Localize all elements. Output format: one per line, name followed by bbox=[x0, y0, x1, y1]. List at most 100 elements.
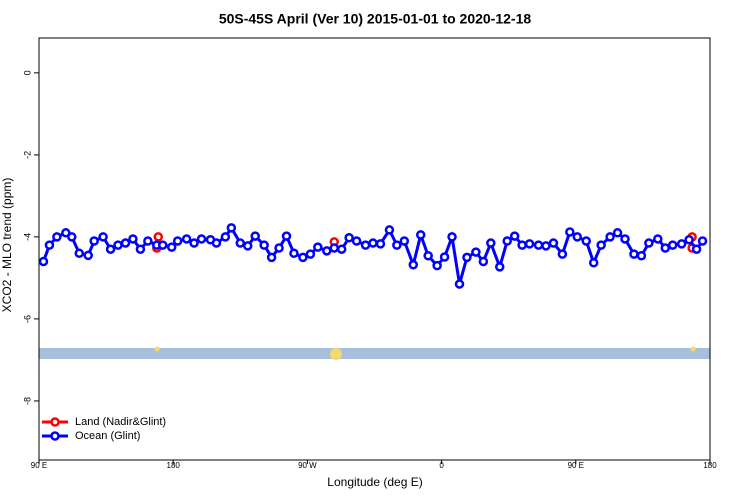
y-tick-label: -2 bbox=[22, 151, 32, 159]
plot-frame bbox=[38, 37, 711, 461]
data-point bbox=[166, 242, 177, 252]
data-point bbox=[524, 239, 535, 249]
data-point bbox=[660, 243, 671, 253]
data-point bbox=[243, 241, 253, 251]
data-point bbox=[322, 246, 332, 256]
y-tick-label: -4 bbox=[22, 233, 32, 241]
data-point bbox=[644, 238, 654, 248]
data-point bbox=[189, 238, 199, 248]
data-point bbox=[533, 240, 544, 250]
data-point bbox=[313, 242, 323, 252]
data-point bbox=[629, 249, 639, 259]
data-point bbox=[38, 256, 49, 267]
data-point bbox=[196, 234, 207, 244]
data-point bbox=[250, 231, 260, 241]
data-point bbox=[158, 240, 168, 250]
data-point bbox=[384, 225, 395, 235]
data-point bbox=[289, 248, 299, 259]
data-point bbox=[67, 232, 77, 242]
data-point bbox=[502, 236, 512, 246]
data-point bbox=[636, 251, 647, 261]
data-point bbox=[336, 244, 347, 254]
x-axis-label: Longitude (deg E) bbox=[327, 475, 422, 489]
legend-marker bbox=[50, 417, 60, 427]
data-point bbox=[143, 236, 153, 246]
data-point bbox=[235, 238, 246, 248]
coverage-marker bbox=[330, 348, 342, 360]
data-point bbox=[181, 234, 192, 244]
data-point bbox=[548, 238, 559, 248]
data-point bbox=[557, 249, 568, 259]
data-point bbox=[605, 232, 615, 242]
data-point bbox=[266, 252, 277, 263]
chart-title: 50S-45S April (Ver 10) 2015-01-01 to 202… bbox=[219, 11, 532, 27]
x-tick-label: 180 bbox=[703, 461, 717, 470]
data-point bbox=[478, 256, 489, 267]
data-point bbox=[360, 240, 371, 250]
y-axis-label: XCO2 - MLO trend (ppm) bbox=[0, 178, 14, 313]
data-point bbox=[344, 232, 354, 243]
data-point bbox=[620, 234, 630, 244]
data-point bbox=[368, 238, 378, 248]
data-point bbox=[375, 239, 386, 249]
data-point bbox=[572, 232, 583, 242]
y-tick-label: -6 bbox=[22, 315, 32, 323]
data-point bbox=[220, 232, 231, 242]
data-point bbox=[61, 228, 71, 238]
data-point bbox=[684, 235, 694, 245]
coverage-marker bbox=[690, 346, 696, 352]
x-tick-label: 90 E bbox=[31, 461, 47, 470]
data-point bbox=[541, 241, 551, 251]
data-point bbox=[74, 248, 85, 259]
data-point bbox=[439, 252, 450, 262]
data-point bbox=[596, 240, 606, 250]
data-point bbox=[697, 236, 708, 246]
legend-label: Ocean (Glint) bbox=[75, 430, 140, 442]
data-point bbox=[415, 230, 426, 240]
data-point bbox=[588, 257, 599, 268]
data-point bbox=[486, 238, 496, 248]
data-point bbox=[454, 279, 465, 289]
data-point bbox=[298, 252, 308, 263]
x-tick-label: 90 E bbox=[568, 461, 584, 470]
data-point bbox=[565, 227, 575, 237]
data-point bbox=[667, 240, 678, 250]
data-point bbox=[52, 232, 62, 242]
data-point bbox=[691, 244, 702, 254]
data-point bbox=[120, 238, 131, 248]
data-point bbox=[462, 252, 472, 263]
data-point bbox=[83, 250, 93, 261]
data-point bbox=[581, 236, 591, 246]
data-point bbox=[98, 232, 108, 242]
data-point bbox=[281, 231, 292, 241]
data-point bbox=[153, 232, 164, 242]
data-point bbox=[105, 244, 116, 254]
data-point bbox=[128, 234, 138, 244]
data-point bbox=[495, 262, 505, 272]
data-point bbox=[423, 251, 433, 261]
data-point bbox=[392, 240, 402, 250]
x-tick-label: 90 W bbox=[298, 461, 317, 470]
data-point bbox=[399, 236, 410, 246]
data-point bbox=[329, 243, 339, 253]
legend-marker bbox=[50, 431, 60, 441]
data-point bbox=[612, 228, 623, 238]
x-tick-label: 0 bbox=[439, 461, 444, 470]
data-point bbox=[259, 240, 269, 250]
y-tick-label: 0 bbox=[22, 70, 32, 75]
data-point bbox=[226, 223, 237, 233]
data-point bbox=[517, 240, 527, 250]
data-point bbox=[408, 260, 419, 270]
data-point bbox=[135, 244, 146, 254]
data-point bbox=[113, 240, 123, 250]
data-point bbox=[471, 247, 481, 257]
data-point bbox=[274, 243, 284, 253]
data-point bbox=[44, 240, 55, 250]
data-point bbox=[305, 249, 316, 259]
data-point bbox=[509, 231, 520, 241]
coverage-marker bbox=[154, 346, 160, 352]
coverage-band bbox=[39, 348, 710, 359]
data-point bbox=[172, 236, 183, 246]
data-point bbox=[351, 236, 362, 246]
